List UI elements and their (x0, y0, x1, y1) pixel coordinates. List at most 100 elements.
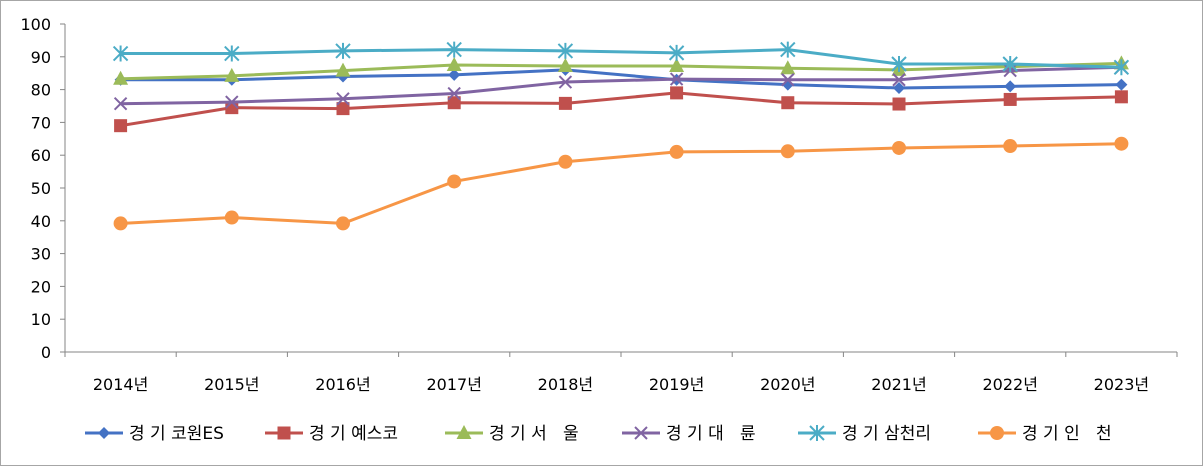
data-point (670, 86, 684, 100)
data-point (1004, 80, 1017, 93)
legend-marker (634, 426, 648, 440)
data-point (447, 86, 461, 101)
legend-label: 경 기 인 천 (1022, 424, 1112, 444)
data-point (558, 96, 572, 110)
data-point (780, 144, 795, 159)
data-point (558, 75, 573, 89)
x-tick-label: 2014년 (93, 375, 148, 394)
series-group (113, 60, 1129, 111)
data-point (1003, 92, 1017, 106)
series-layer (112, 41, 1130, 231)
data-point (224, 210, 239, 225)
data-point (113, 216, 128, 231)
data-point (668, 44, 685, 61)
y-tick-label: 70 (31, 113, 51, 132)
data-point (447, 96, 461, 110)
legend-marker (98, 427, 110, 439)
data-point (557, 42, 574, 59)
data-point (892, 73, 906, 87)
legend-item: 경 기 삼천리 (798, 424, 931, 444)
y-tick-label: 10 (31, 310, 51, 329)
legend-item: 경 기 대 륜 (622, 424, 756, 444)
data-point (780, 41, 796, 58)
series-group (114, 86, 1128, 133)
legend-label: 경 기 삼천리 (842, 424, 931, 444)
series-line (120, 68, 1122, 90)
data-point (336, 102, 350, 116)
legend-marker (456, 425, 472, 439)
y-tick-label: 80 (31, 81, 51, 100)
series-line (120, 61, 1122, 81)
series-line (120, 65, 1122, 106)
series-group (113, 136, 1129, 231)
x-tick-label: 2019년 (649, 375, 704, 394)
x-tick-label: 2023년 (1094, 375, 1149, 394)
data-point (336, 92, 350, 106)
data-point (114, 119, 128, 133)
data-point (447, 174, 462, 189)
data-point (224, 45, 240, 62)
series-line (120, 142, 1122, 225)
data-point (1113, 59, 1130, 76)
legend-label: 경 기 코원ES (129, 424, 224, 444)
data-point (225, 95, 239, 109)
data-point (892, 140, 906, 155)
series-line (120, 48, 1122, 69)
x-tick-label: 2020년 (760, 375, 815, 394)
x-tick-label: 2022년 (982, 375, 1037, 394)
data-point (781, 96, 795, 110)
data-point (112, 45, 129, 62)
y-tick-label: 30 (31, 245, 51, 264)
legend-marker (277, 426, 291, 440)
data-point (336, 216, 350, 231)
legend-label: 경 기 대 륜 (666, 424, 756, 444)
series-group (112, 41, 1130, 76)
data-point (892, 97, 906, 111)
x-tick-label: 2021년 (871, 375, 926, 394)
y-tick-label: 0 (41, 343, 51, 362)
data-point (1114, 90, 1128, 104)
data-point (446, 41, 462, 58)
data-point (669, 72, 684, 86)
data-point (893, 81, 905, 94)
legend-label: 경 기 예스코 (309, 424, 398, 444)
data-point (335, 42, 351, 59)
y-tick-label: 60 (31, 146, 51, 165)
series-line (120, 91, 1122, 128)
data-point (1114, 136, 1129, 151)
legend-marker (809, 425, 825, 441)
y-tick-label: 40 (31, 212, 51, 231)
legend-label: 경 기 서 울 (489, 424, 579, 444)
data-point (448, 68, 461, 81)
data-point (335, 62, 351, 77)
data-point (780, 60, 796, 75)
data-point (1003, 139, 1018, 154)
legend-item: 경 기 서 울 (445, 424, 579, 444)
y-tick-label: 100 (20, 15, 51, 34)
y-tick-label: 90 (31, 48, 51, 67)
data-point (113, 70, 129, 85)
data-point (113, 96, 128, 111)
data-point (557, 57, 573, 72)
y-tick-label: 50 (31, 179, 51, 198)
data-point (669, 144, 684, 159)
data-point (1115, 78, 1128, 91)
data-point (558, 154, 573, 169)
legend-marker (990, 426, 1004, 440)
data-point (446, 57, 462, 71)
data-point (1002, 56, 1018, 73)
data-point (781, 73, 795, 87)
data-point (891, 56, 907, 73)
data-point (224, 67, 240, 82)
x-tick-label: 2017년 (426, 375, 481, 394)
axes: 0 10 20 30 40 50 60 70 80 90 100 2014년 2015년 2016년 201… (20, 15, 1178, 394)
x-tick-label: 2018년 (538, 375, 593, 394)
data-point (669, 57, 685, 72)
legend-item: 경 기 코원ES (85, 424, 224, 444)
x-tick-label: 2015년 (204, 375, 259, 394)
legend-item: 경 기 인 천 (978, 424, 1112, 444)
legend: 경 기 코원ES 경 기 예스코 경 기 서 울 경 기 대 륜 경 기 삼천리 경 기 … (85, 424, 1112, 444)
y-tick-label: 20 (31, 277, 51, 296)
x-tick-label: 2016년 (315, 375, 370, 394)
